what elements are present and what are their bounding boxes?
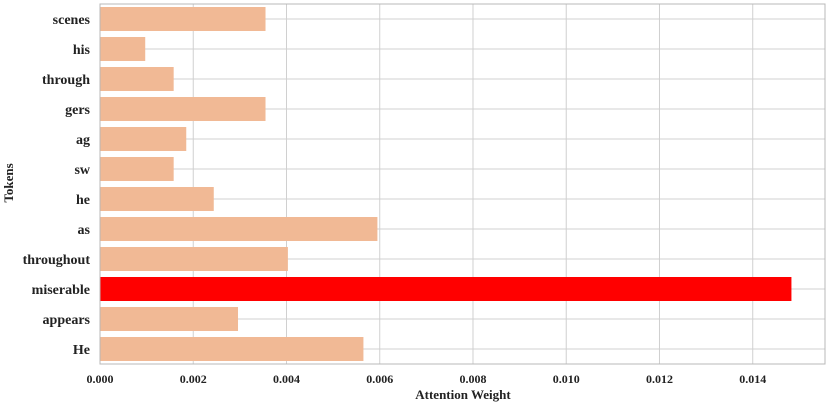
bar-through — [100, 67, 174, 91]
bar-he — [100, 187, 214, 211]
bar-scenes — [100, 7, 266, 31]
y-tick-label-sw: sw — [74, 163, 90, 178]
y-tick-label-scenes: scenes — [53, 13, 91, 28]
y-axis-title: Tokens — [1, 163, 16, 202]
x-tick-label: 0.006 — [366, 372, 393, 386]
x-tick-label: 0.002 — [180, 372, 207, 386]
bar-layer — [100, 7, 792, 361]
x-tick-label: 0.012 — [646, 372, 673, 386]
bar-gers — [100, 97, 266, 121]
y-tick-label-He: He — [73, 343, 90, 358]
y-tick-label-as: as — [78, 223, 91, 238]
bar-sw — [100, 157, 174, 181]
x-tick-label: 0.010 — [553, 372, 580, 386]
x-tick-labels: 0.000 0.002 0.004 0.006 0.008 0.010 0.012 0.014 — [87, 372, 767, 386]
x-axis-title: Attention Weight — [415, 387, 511, 402]
y-tick-label-miserable: miserable — [32, 283, 90, 298]
x-tick-label: 0.000 — [87, 372, 114, 386]
y-tick-label-he: he — [76, 193, 90, 208]
y-tick-label-throughout: throughout — [23, 253, 91, 268]
bar-appears — [100, 307, 239, 331]
y-tick-labels: scenes his through gers ag sw he as throughout mi… — [23, 13, 91, 358]
bar-his — [100, 37, 146, 61]
y-tick-label-ag: ag — [76, 133, 90, 148]
bar-as — [100, 217, 378, 241]
y-tick-label-through: through — [42, 73, 90, 88]
bar-He — [100, 337, 364, 361]
y-tick-label-his: his — [73, 43, 91, 58]
bar-throughout — [100, 247, 288, 271]
bar-ag — [100, 127, 187, 151]
x-tick-label: 0.014 — [739, 372, 766, 386]
plot-frame — [99, 3, 826, 365]
x-tick-label: 0.004 — [273, 372, 300, 386]
y-tick-label-gers: gers — [65, 103, 90, 118]
plot-border — [99, 3, 826, 365]
bar-miserable — [100, 277, 792, 301]
x-tick-label: 0.008 — [459, 372, 486, 386]
y-tick-label-appears: appears — [43, 313, 91, 328]
